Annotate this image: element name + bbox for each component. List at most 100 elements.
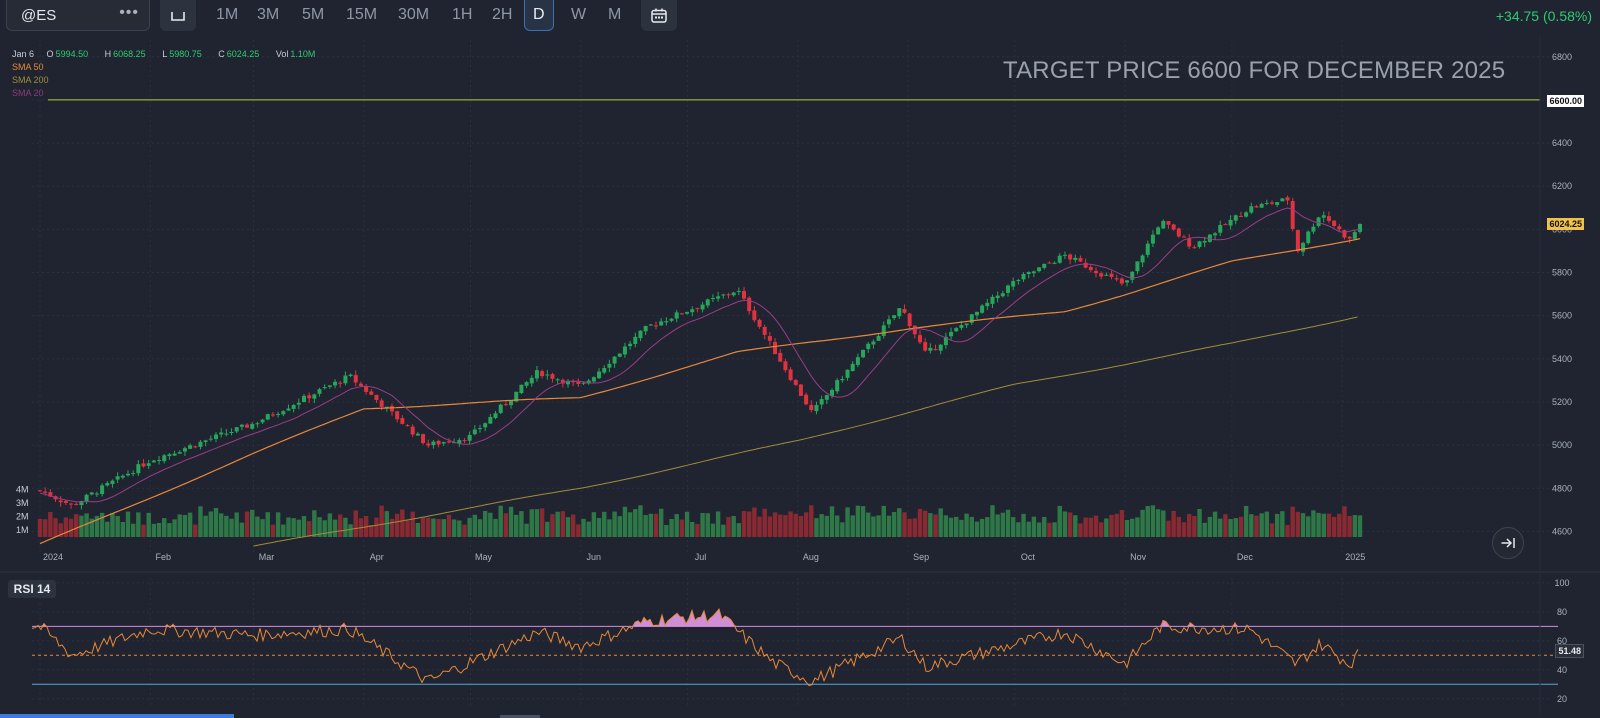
candle-body bbox=[540, 371, 545, 377]
candle-body bbox=[369, 391, 374, 395]
open-value: 5994.50 bbox=[55, 49, 89, 59]
candle-body bbox=[43, 491, 48, 493]
candle-body bbox=[353, 375, 358, 383]
timeframe-15m[interactable]: 15M bbox=[346, 6, 378, 23]
close-value: 6024.25 bbox=[226, 49, 260, 59]
volume-bar bbox=[426, 517, 431, 537]
volume-bar bbox=[741, 511, 747, 537]
timeframe-1m[interactable]: 1M bbox=[216, 6, 239, 23]
volume-bar bbox=[151, 523, 157, 537]
candle-body bbox=[1000, 293, 1005, 297]
volume-bar bbox=[348, 524, 353, 537]
candle-body bbox=[100, 485, 105, 495]
candle-body bbox=[105, 483, 110, 486]
candle-body bbox=[933, 349, 938, 351]
time-tick-label: Mar bbox=[259, 552, 275, 562]
volume-bar bbox=[446, 514, 452, 537]
symbol-search[interactable]: @ES ••• bbox=[6, 0, 150, 31]
candle-body bbox=[550, 374, 555, 379]
timeframe-1h[interactable]: 1H bbox=[452, 6, 473, 23]
volume-bar bbox=[772, 512, 778, 537]
horizontal-scrollbar[interactable] bbox=[0, 714, 234, 718]
volume-bar bbox=[457, 520, 462, 537]
candle-body bbox=[918, 335, 922, 343]
candle-body bbox=[674, 312, 679, 319]
candle-body bbox=[483, 423, 488, 428]
study-sma50[interactable]: SMA 50 bbox=[12, 62, 44, 72]
volume-bar bbox=[1212, 511, 1218, 537]
candle-body bbox=[1156, 227, 1161, 235]
timeframe-3m[interactable]: 3M bbox=[257, 6, 280, 23]
date-range-button[interactable] bbox=[641, 0, 677, 31]
volume-bar bbox=[1109, 514, 1114, 537]
timeframe-w[interactable]: W bbox=[571, 6, 587, 23]
chart-legend: Jan 6 O 5994.50 H 6068.25 L 5980.75 C 6024.2… bbox=[12, 48, 329, 100]
volume-bar bbox=[876, 515, 881, 537]
candle-body bbox=[902, 308, 907, 313]
candle-body bbox=[814, 405, 819, 412]
volume-bar bbox=[270, 524, 276, 537]
more-options-icon[interactable]: ••• bbox=[119, 4, 139, 21]
volume-bar bbox=[74, 514, 79, 537]
candle-body bbox=[586, 380, 591, 384]
volume-bar bbox=[374, 517, 379, 537]
candle-body bbox=[892, 315, 897, 319]
volume-bar bbox=[1342, 506, 1347, 537]
scrollbar-thumb[interactable] bbox=[500, 715, 540, 718]
volume-bar bbox=[715, 511, 721, 537]
candle-body bbox=[250, 423, 255, 429]
candle-body bbox=[426, 443, 431, 446]
candle-body bbox=[1182, 236, 1186, 238]
candle-body bbox=[436, 440, 441, 445]
study-sma20[interactable]: SMA 20 bbox=[12, 88, 44, 98]
volume-bar bbox=[1093, 515, 1099, 537]
candle-body bbox=[245, 424, 250, 428]
candle-body bbox=[374, 394, 379, 400]
candle-body bbox=[214, 434, 218, 439]
symbol-text[interactable]: @ES bbox=[21, 7, 57, 24]
timeframe-30m[interactable]: 30M bbox=[398, 6, 430, 23]
volume-bar bbox=[1321, 513, 1326, 537]
volume-bar bbox=[301, 516, 307, 537]
study-sma200[interactable]: SMA 200 bbox=[12, 75, 49, 85]
candle-body bbox=[1083, 262, 1088, 268]
candle-body bbox=[928, 347, 933, 351]
candle-body bbox=[1068, 254, 1073, 260]
volume-bar bbox=[1155, 509, 1161, 537]
price-tick-label: 4600 bbox=[1552, 526, 1572, 536]
volume-bar bbox=[736, 523, 742, 537]
candle-body bbox=[1238, 216, 1243, 218]
candle-body bbox=[1332, 220, 1337, 227]
sma200-line bbox=[253, 316, 1358, 547]
volume-bar bbox=[1207, 516, 1213, 537]
candle-body bbox=[669, 318, 674, 321]
volume-bar bbox=[897, 508, 902, 537]
volume-bar bbox=[705, 513, 710, 537]
timeframe-2h[interactable]: 2H bbox=[492, 6, 513, 23]
scroll-to-latest-button[interactable] bbox=[1492, 527, 1524, 559]
candle-body bbox=[358, 383, 363, 386]
chart-type-button[interactable] bbox=[160, 0, 196, 31]
rsi-study-label[interactable]: RSI 14 bbox=[8, 580, 56, 598]
candle-body bbox=[405, 425, 410, 427]
low-label: L bbox=[162, 49, 168, 59]
volume-bar bbox=[1181, 522, 1187, 537]
volume-bar bbox=[550, 514, 555, 537]
candle-body bbox=[219, 432, 224, 435]
candle-body bbox=[581, 382, 586, 384]
timeframe-m[interactable]: M bbox=[608, 6, 622, 23]
open-label: O bbox=[46, 49, 54, 59]
candle-body bbox=[146, 463, 151, 466]
volume-bar bbox=[1259, 513, 1264, 537]
timeframe-5m[interactable]: 5M bbox=[302, 6, 325, 23]
candle-body bbox=[322, 387, 327, 389]
volume-bar bbox=[99, 512, 105, 537]
candle-body bbox=[974, 311, 979, 316]
candle-body bbox=[503, 404, 508, 406]
time-tick-label: May bbox=[475, 552, 493, 562]
candle-body bbox=[193, 446, 198, 448]
candle-body bbox=[400, 418, 405, 424]
timeframe-d[interactable]: D bbox=[524, 0, 554, 31]
volume-bar bbox=[260, 519, 265, 537]
